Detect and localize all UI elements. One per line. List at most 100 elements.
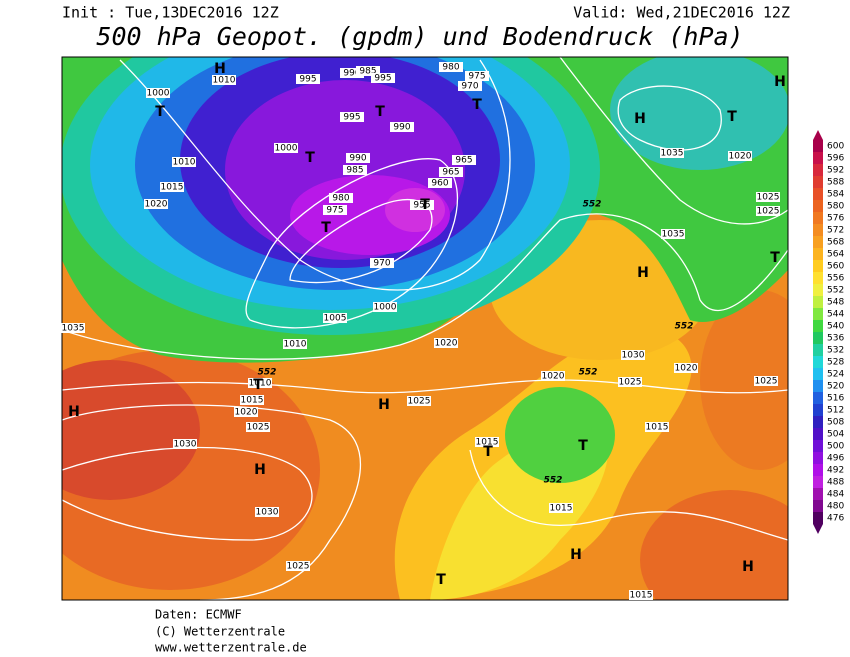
isobar-label-bg: [274, 143, 298, 153]
isobar-label-bg: [146, 88, 170, 98]
colorbar-swatch: [813, 200, 823, 212]
pressure-center: T: [436, 572, 446, 588]
isobar-label: 1025: [757, 193, 780, 203]
isobar-label: 1010: [284, 340, 307, 350]
isobar-label-bg: [340, 68, 364, 78]
isobar-label: 1000: [275, 144, 298, 154]
isobar-label: 1025: [287, 562, 310, 572]
pressure-center: T: [727, 109, 737, 125]
isobar-label-bg: [660, 148, 684, 158]
isobar-label: 990: [343, 69, 360, 79]
isobar-label: 980: [442, 63, 459, 73]
isobar-label-bg: [390, 122, 414, 132]
isobar-label-bg: [212, 75, 236, 85]
isobar-label-bg: [410, 200, 434, 210]
colorbar-swatch: [813, 260, 823, 272]
colorbar-swatch: [813, 344, 823, 356]
footer-source: Daten: ECMWF: [155, 608, 242, 622]
colorbar-swatch: [813, 380, 823, 392]
contour-552-label: 552: [579, 368, 598, 378]
colorbar-swatch: [813, 452, 823, 464]
colorbar-label: 540: [827, 322, 844, 332]
isobar-label-bg: [618, 377, 642, 387]
colorbar-swatch: [813, 248, 823, 260]
colorbar-label: 548: [827, 298, 844, 308]
colorbar-label: 500: [827, 442, 844, 452]
colorbar-label: 484: [827, 490, 844, 500]
isobar-label-bg: [240, 395, 264, 405]
pressure-center: H: [634, 111, 646, 127]
init-time: Init : Tue,13DEC2016 12Z: [62, 4, 279, 22]
colorbar-swatch: [813, 176, 823, 188]
isobar-label: 1010: [173, 158, 196, 168]
contour-552-label: 552: [675, 322, 694, 332]
isobar-label-bg: [373, 302, 397, 312]
isobar-label: 1035: [662, 230, 685, 240]
colorbar-swatch: [813, 188, 823, 200]
isobar-label: 975: [326, 206, 343, 216]
isobar-label-bg: [323, 205, 347, 215]
colorbar-label: 568: [827, 238, 844, 248]
isobar-label: 975: [468, 72, 485, 82]
colorbar-swatch: [813, 164, 823, 176]
isobar-label-bg: [465, 71, 489, 81]
colorbar-swatch: [813, 392, 823, 404]
footer-copyright: (C) Wetterzentrale: [155, 625, 285, 639]
pressure-center: H: [637, 265, 649, 281]
isobar-label-bg: [283, 339, 307, 349]
colorbar-label: 512: [827, 406, 844, 416]
colorbar-label: 596: [827, 154, 844, 164]
colorbar-swatch: [813, 152, 823, 164]
isobar-label-bg: [475, 437, 499, 447]
contour-552-label: 552: [544, 476, 563, 486]
colorbar-label: 560: [827, 262, 844, 272]
colorbar-label: 504: [827, 430, 844, 440]
isobar-label-bg: [346, 153, 370, 163]
colorbar-swatch: [813, 332, 823, 344]
colorbar-label: 600: [827, 142, 844, 152]
pressure-center: H: [378, 397, 390, 413]
isobar-label: 965: [442, 168, 459, 178]
isobar-label-bg: [61, 323, 85, 333]
isobar-label-bg: [756, 192, 780, 202]
colorbar-label: 588: [827, 178, 844, 188]
isobar-label-bg: [439, 62, 463, 72]
pressure-center: H: [214, 61, 226, 77]
colorbar-swatch: [813, 512, 823, 524]
isobar-label: 1025: [757, 207, 780, 217]
isobar-label-bg: [356, 66, 380, 76]
isobar-label: 990: [393, 123, 410, 133]
colorbar-label: 552: [827, 286, 844, 296]
colorbar-label: 508: [827, 418, 844, 428]
colorbar-label: 592: [827, 166, 844, 176]
colorbar-swatch: [813, 224, 823, 236]
colorbar-label: 496: [827, 454, 844, 464]
colorbar-label: 564: [827, 250, 844, 260]
isobar-label-bg: [160, 182, 184, 192]
colorbar-swatch: [813, 140, 823, 152]
isobar-label: 965: [455, 156, 472, 166]
isobar-label: 960: [431, 179, 448, 189]
isobar-label-bg: [407, 396, 431, 406]
colorbar-swatch: [813, 320, 823, 332]
isobar-label-bg: [645, 422, 669, 432]
isobar-label-bg: [246, 422, 270, 432]
colorbar-swatch: [813, 500, 823, 512]
isobar-label-bg: [549, 503, 573, 513]
pressure-center: H: [774, 74, 786, 90]
colorbar-swatch: [813, 476, 823, 488]
isobar-label: 955: [413, 201, 430, 211]
colorbar-swatch: [813, 368, 823, 380]
colorbar-label: 528: [827, 358, 844, 368]
colorbar-swatch: [813, 416, 823, 428]
colorbar-label: 520: [827, 382, 844, 392]
isobar-label: 1030: [256, 508, 279, 518]
isobar-label-bg: [370, 258, 394, 268]
isobar-label-bg: [728, 151, 752, 161]
colorbar-swatch: [813, 284, 823, 296]
colorbar-swatch: [813, 464, 823, 476]
isobar-label: 1020: [235, 408, 258, 418]
isobar-label-bg: [172, 157, 196, 167]
pressure-center: T: [483, 444, 493, 460]
colorbar-swatch: [813, 212, 823, 224]
